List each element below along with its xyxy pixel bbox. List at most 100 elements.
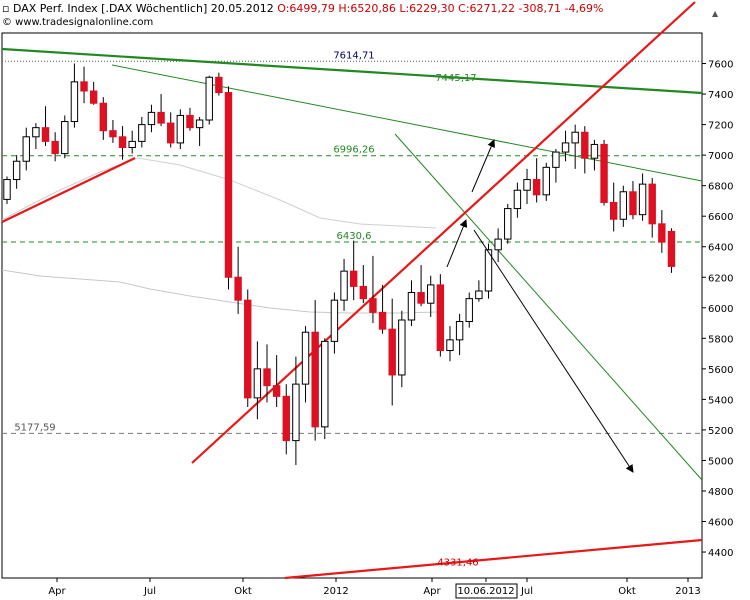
candle-body: [340, 270, 348, 301]
arrow-down-projection: [473, 229, 634, 473]
x-tick-label: Apr: [423, 586, 441, 597]
candle-body: [70, 81, 79, 123]
candle-body: [349, 270, 358, 287]
candle-body: [272, 385, 281, 397]
candle-body: [581, 131, 589, 159]
candle-body: [552, 151, 560, 168]
y-tick-label: 7400: [708, 90, 733, 101]
candle-body: [118, 136, 127, 148]
candle-body: [619, 191, 628, 220]
y-tick-label: 6400: [708, 243, 733, 254]
symbol-name: DAX Perf. Index [.DAX Wöchentlich]: [12, 2, 208, 15]
red-early-trendline: [1, 157, 136, 223]
scroll-up-icon: ▲: [712, 9, 719, 18]
ohlc-readout: O:6499,79 H:6520,86 L:6229,30 C:6271,22 …: [277, 2, 604, 15]
candle-body: [186, 114, 194, 129]
level-label-6430: 6430,6: [337, 231, 372, 242]
candle-body: [455, 321, 464, 341]
y-tick-label: 4600: [708, 518, 733, 529]
candle-body: [22, 136, 30, 162]
candle-body: [638, 183, 647, 216]
y-tick-label: 6000: [708, 304, 733, 315]
candle-body: [590, 143, 599, 159]
candle-body: [224, 92, 233, 278]
y-tick-label: 4800: [708, 487, 733, 498]
candle-body: [523, 179, 531, 191]
level-label-6996: 6996,26: [333, 145, 374, 156]
date-cursor-box: [455, 583, 518, 599]
x-tick-label: Apr: [48, 586, 66, 597]
chart-header: ▫ DAX Perf. Index [.DAX Wöchentlich] 20.…: [2, 2, 603, 15]
candle-body: [215, 76, 223, 94]
arrow-up-right: [471, 139, 495, 193]
candle-body: [359, 285, 368, 300]
candle-body: [378, 311, 387, 330]
candle-body: [292, 383, 300, 442]
bar-date: 20.05.2012: [210, 2, 274, 15]
x-tick-label: Jul: [143, 586, 156, 597]
level-label-7445: 7445,17: [435, 73, 476, 84]
candle-body: [398, 319, 406, 376]
candle-body: [61, 121, 69, 155]
candle-body: [504, 208, 512, 240]
candle-body: [195, 119, 204, 129]
y-tick-label: 5000: [708, 456, 733, 467]
candle-body: [407, 292, 416, 321]
candle-body: [282, 395, 290, 442]
level-label-5177: 5177,59: [14, 422, 55, 433]
candle-body: [51, 140, 59, 155]
candle-body: [147, 111, 156, 126]
candle-body: [330, 299, 339, 342]
candle-body: [629, 191, 637, 216]
y-tick-label: 4400: [708, 548, 733, 559]
candle-body: [484, 249, 493, 292]
candle-body: [417, 292, 425, 304]
candle-body: [513, 189, 522, 210]
x-tick-label: Okt: [234, 586, 252, 597]
candle-body: [436, 284, 445, 352]
candle-body: [532, 179, 541, 196]
candle-body: [234, 276, 242, 301]
candle-body: [3, 179, 11, 200]
candle-body: [648, 183, 656, 225]
y-tick-label: 6200: [708, 273, 733, 284]
candle-body: [99, 102, 107, 132]
candle-body: [600, 143, 608, 203]
candle-body: [244, 299, 252, 399]
candle-body: [321, 340, 329, 428]
x-tick-label: 2013: [675, 586, 700, 597]
x-tick-label: Okt: [618, 586, 636, 597]
candle-body: [89, 90, 98, 104]
candle-body: [12, 160, 21, 181]
candle-body: [465, 298, 473, 323]
green-down-trendline: [394, 133, 703, 481]
x-tick-label: 2012: [323, 586, 348, 597]
candle-body: [109, 130, 117, 138]
y-tick-label: 5400: [708, 395, 733, 406]
y-tick-label: 7200: [708, 121, 733, 132]
candle-body: [658, 223, 666, 243]
candle-body: [311, 331, 319, 428]
candle-body: [138, 124, 146, 142]
y-tick-label: 6800: [708, 182, 733, 193]
candle-body: [446, 339, 454, 352]
candle-body: [571, 131, 579, 144]
candle-body: [494, 238, 502, 251]
candle-body: [561, 142, 570, 153]
candle-body: [32, 127, 40, 138]
y-tick-label: 5200: [708, 426, 733, 437]
candle-body: [176, 114, 185, 144]
candle-body: [427, 284, 435, 304]
candle-body: [301, 331, 310, 385]
candle-body: [205, 76, 213, 121]
candle-body: [369, 298, 377, 313]
candle-body: [609, 201, 618, 220]
candle-body: [157, 111, 165, 124]
header-icon: ▫: [2, 2, 13, 15]
plot-area: [1, 32, 703, 579]
level-label-7614: 7614,71: [333, 50, 374, 61]
y-tick-label: 5800: [708, 334, 733, 345]
arrow-rebound: [446, 219, 468, 268]
candle-body: [253, 368, 262, 399]
